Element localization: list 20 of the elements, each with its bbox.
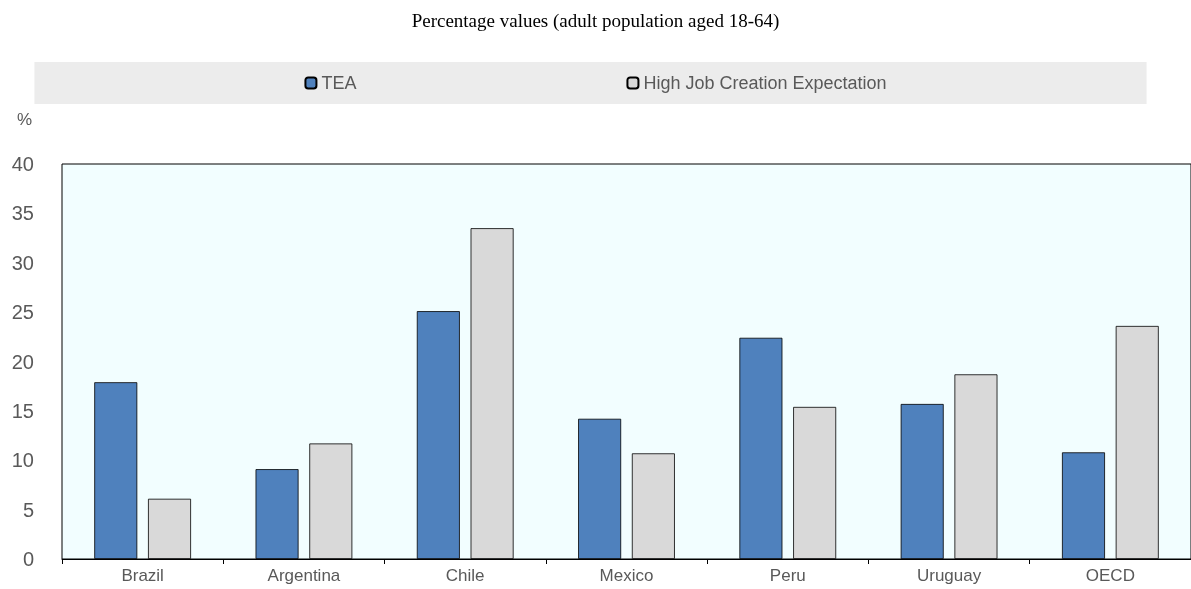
x-tick-label: Peru (769, 566, 806, 585)
y-tick-label: 5 (22, 498, 34, 521)
y-tick-label: 15 (11, 399, 34, 422)
y-tick-label: 35 (11, 202, 34, 225)
x-tick-label: Brazil (121, 566, 164, 585)
y-tick-label: 20 (11, 350, 34, 373)
y-tick-label: 10 (11, 449, 34, 472)
x-tick-label: Uruguay (916, 566, 982, 585)
x-tick-label: Mexico (599, 566, 654, 585)
x-tick-label: Argentina (267, 566, 341, 585)
legend-label: TEA (321, 73, 357, 93)
y-tick-label: 30 (11, 251, 34, 274)
legend-label: High Job Creation Expectation (643, 73, 887, 93)
x-tick-label: Chile (445, 566, 485, 585)
y-tick-label: 0 (22, 548, 34, 570)
y-axis-title: % (16, 110, 32, 129)
y-tick-label: 40 (11, 153, 34, 175)
chart-title: Percentage values (adult population aged 18-64) (411, 10, 780, 32)
x-tick-label: OECD (1085, 566, 1135, 585)
y-tick-label: 25 (11, 301, 34, 324)
